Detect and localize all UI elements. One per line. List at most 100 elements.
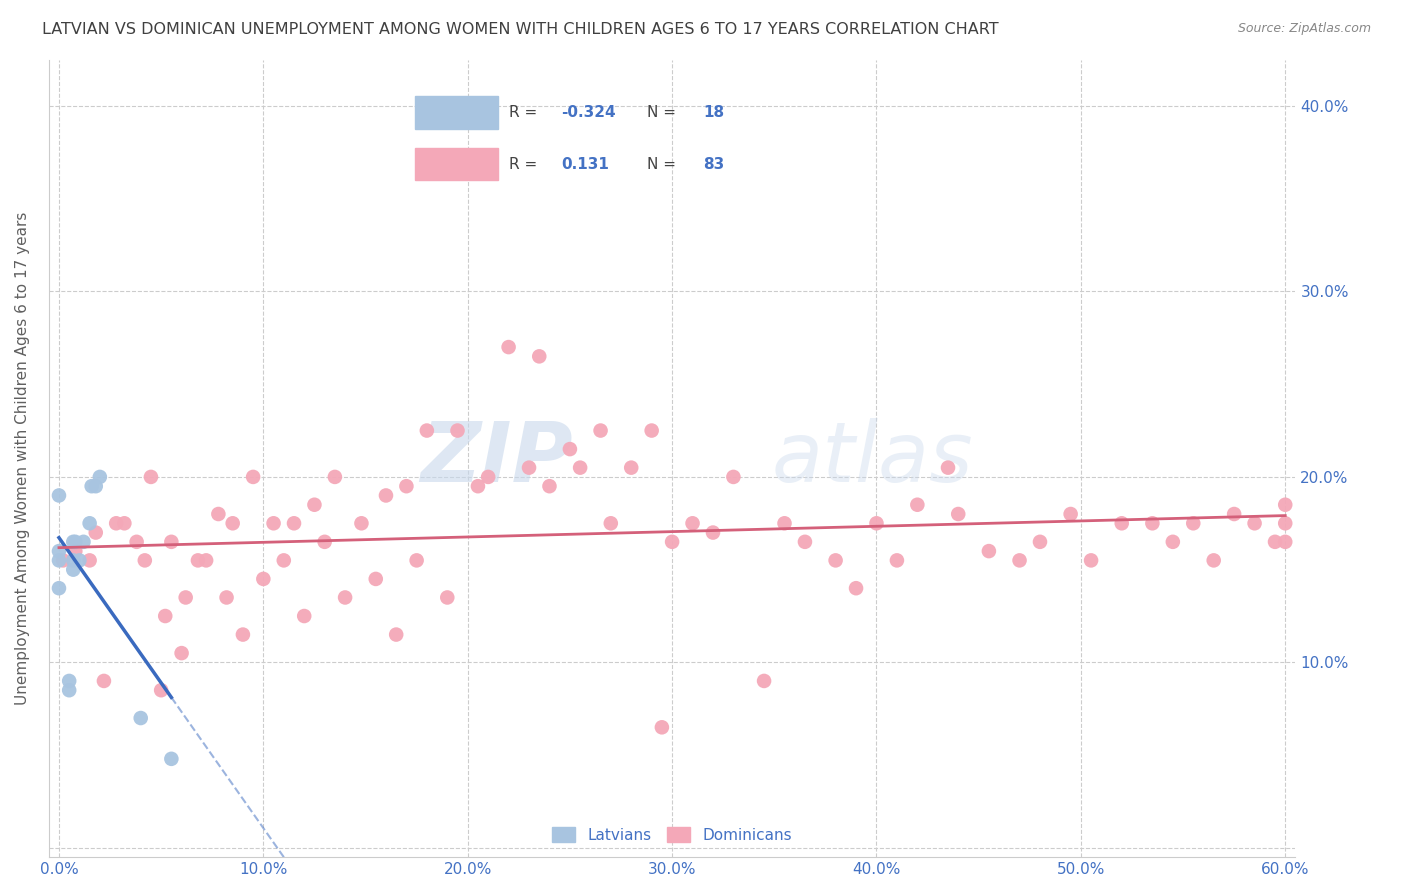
Point	[538, 479, 561, 493]
Point	[314, 534, 336, 549]
Point	[48, 544, 70, 558]
Point	[416, 424, 439, 438]
Point	[48, 553, 70, 567]
Point	[134, 553, 156, 567]
Point	[215, 591, 238, 605]
Point	[129, 711, 152, 725]
Point	[824, 553, 846, 567]
Point	[1182, 516, 1205, 531]
Point	[1008, 553, 1031, 567]
Point	[773, 516, 796, 531]
Point	[948, 507, 970, 521]
Point	[640, 424, 662, 438]
Point	[79, 516, 101, 531]
Text: Source: ZipAtlas.com: Source: ZipAtlas.com	[1237, 22, 1371, 36]
Point	[52, 553, 75, 567]
Point	[160, 534, 183, 549]
Point	[80, 479, 103, 493]
Point	[174, 591, 197, 605]
Point	[569, 460, 592, 475]
Point	[1223, 507, 1246, 521]
Point	[405, 553, 427, 567]
Text: LATVIAN VS DOMINICAN UNEMPLOYMENT AMONG WOMEN WITH CHILDREN AGES 6 TO 17 YEARS C: LATVIAN VS DOMINICAN UNEMPLOYMENT AMONG …	[42, 22, 998, 37]
Point	[155, 609, 177, 624]
Point	[292, 609, 315, 624]
Point	[395, 479, 418, 493]
Point	[1264, 534, 1286, 549]
Point	[263, 516, 285, 531]
Point	[283, 516, 305, 531]
Point	[467, 479, 489, 493]
Point	[62, 553, 84, 567]
Point	[936, 460, 959, 475]
Point	[62, 534, 84, 549]
Point	[446, 424, 468, 438]
Point	[1111, 516, 1133, 531]
Point	[977, 544, 1000, 558]
Point	[1059, 507, 1081, 521]
Point	[150, 683, 173, 698]
Point	[242, 470, 264, 484]
Point	[207, 507, 229, 521]
Point	[385, 627, 408, 641]
Point	[72, 534, 94, 549]
Point	[599, 516, 621, 531]
Legend: Latvians, Dominicans: Latvians, Dominicans	[544, 819, 800, 850]
Point	[905, 498, 928, 512]
Point	[170, 646, 193, 660]
Point	[67, 553, 90, 567]
Point	[62, 563, 84, 577]
Point	[1274, 534, 1296, 549]
Point	[139, 470, 162, 484]
Point	[752, 673, 775, 688]
Point	[195, 553, 218, 567]
Text: atlas: atlas	[772, 417, 973, 499]
Point	[48, 488, 70, 502]
Point	[252, 572, 274, 586]
Point	[160, 752, 183, 766]
Point	[65, 534, 87, 549]
Point	[58, 673, 80, 688]
Point	[112, 516, 135, 531]
Point	[620, 460, 643, 475]
Point	[436, 591, 458, 605]
Point	[273, 553, 295, 567]
Point	[1080, 553, 1102, 567]
Point	[886, 553, 908, 567]
Point	[187, 553, 209, 567]
Point	[350, 516, 373, 531]
Point	[558, 442, 581, 456]
Point	[1029, 534, 1052, 549]
Point	[84, 479, 107, 493]
Point	[517, 460, 540, 475]
Point	[651, 720, 673, 734]
Point	[1243, 516, 1265, 531]
Point	[375, 488, 398, 502]
Point	[1142, 516, 1164, 531]
Point	[702, 525, 724, 540]
Point	[65, 544, 87, 558]
Point	[364, 572, 387, 586]
Point	[333, 591, 356, 605]
Point	[682, 516, 704, 531]
Point	[93, 673, 115, 688]
Point	[84, 525, 107, 540]
Point	[794, 534, 817, 549]
Point	[498, 340, 520, 354]
Point	[1274, 516, 1296, 531]
Point	[89, 470, 111, 484]
Point	[221, 516, 243, 531]
Point	[529, 350, 551, 364]
Point	[48, 581, 70, 595]
Point	[1274, 498, 1296, 512]
Point	[1161, 534, 1184, 549]
Point	[589, 424, 612, 438]
Point	[1202, 553, 1225, 567]
Point	[232, 627, 254, 641]
Point	[845, 581, 868, 595]
Text: ZIP: ZIP	[420, 417, 572, 499]
Point	[477, 470, 499, 484]
Point	[323, 470, 346, 484]
Point	[105, 516, 128, 531]
Point	[125, 534, 148, 549]
